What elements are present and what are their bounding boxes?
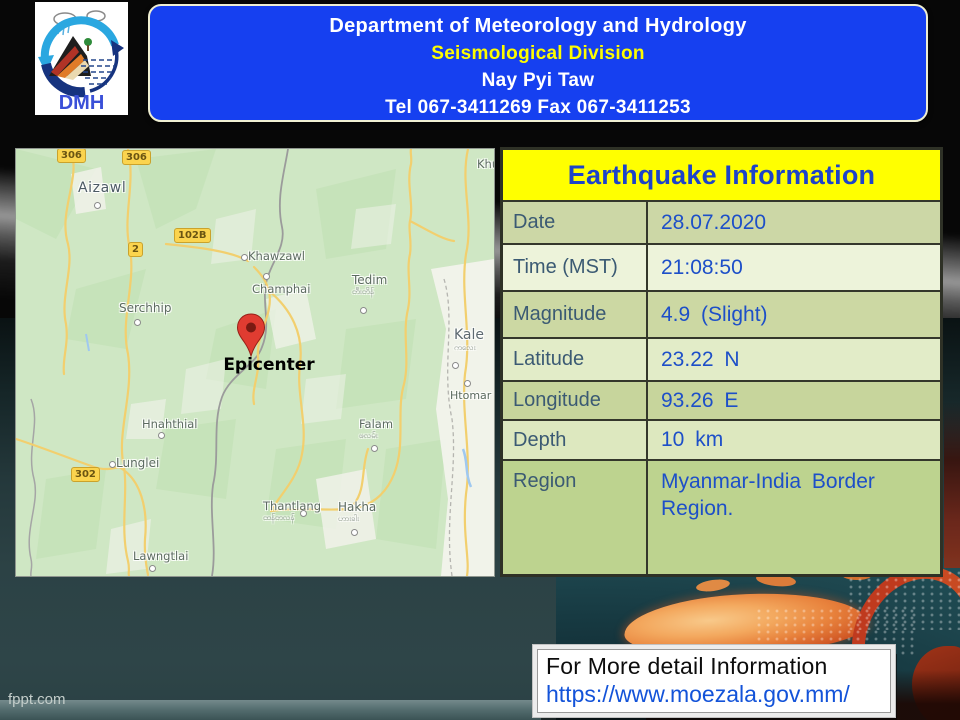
map-label-town: Khawzawl (248, 249, 305, 263)
town-marker-dot (149, 565, 156, 572)
town-marker-dot (371, 445, 378, 452)
map-label-town: Serchhip (119, 301, 172, 315)
town-marker-dot (360, 307, 367, 314)
map-label-town: Champhai (252, 282, 311, 296)
row-label: Magnitude (503, 292, 648, 337)
row-value: 28.07.2020 (661, 210, 767, 234)
earth-cloud-speckles (756, 608, 916, 656)
banner-city-line: Nay Pyi Taw (481, 70, 595, 91)
dmh-logo-text: DMH (59, 92, 105, 114)
row-label: Longitude (503, 382, 648, 419)
row-label: Latitude (503, 339, 648, 380)
map-label-town: Hnahthial (142, 417, 198, 431)
table-title: Earthquake Information (503, 150, 940, 200)
town-marker-dot (300, 510, 307, 517)
town-marker-dot (351, 529, 358, 536)
earthquake-info-table: Earthquake Information Date 28.07.2020 T… (500, 147, 943, 577)
road-badge: 306 (122, 150, 151, 165)
town-marker-dot (94, 202, 101, 209)
more-info-url-link[interactable]: https://www.moezala.gov.mm/ (546, 681, 850, 707)
map-label-town: Falam ဖလမ်း (359, 417, 394, 440)
table-row: Depth 10 km (503, 419, 940, 459)
more-info-text: For More detail Information (546, 653, 828, 679)
row-value: 21:08:50 (661, 255, 743, 279)
map-label-town: Tedim တီးတိန် (352, 273, 388, 296)
fppt-watermark: fppt.com (8, 691, 66, 708)
row-label: Date (503, 202, 648, 243)
map-label-burmese: ကလေး (454, 343, 476, 352)
table-row: Region Myanmar-India Border Region. (503, 459, 940, 574)
row-value: 10 km (661, 428, 724, 451)
map-label-burmese: ဟားခါး (338, 514, 360, 523)
earth-island (695, 577, 731, 594)
road-badge: 102B (174, 228, 211, 243)
earth-cloud-speckles (848, 570, 960, 630)
banner-department-line: Department of Meteorology and Hydrology (329, 15, 747, 37)
epicenter-pin-icon (236, 313, 266, 357)
map-label-town-clipped: Khu (477, 157, 494, 171)
town-marker-dot (158, 432, 165, 439)
map-label-burmese: ဖလမ်း (359, 431, 378, 440)
epicenter-label: Epicenter (223, 355, 315, 375)
map-label-town: Thantlang ထန်တလန် (263, 499, 321, 522)
row-value: Myanmar-India Border Region. (661, 470, 875, 520)
table-row: Time (MST) 21:08:50 (503, 243, 940, 290)
table-row: Magnitude 4.9 (Slight) (503, 290, 940, 337)
town-marker-dot (263, 273, 270, 280)
map-label-town: Aizawl (78, 180, 127, 196)
town-marker-dot (134, 319, 141, 326)
table-row: Latitude 23.22 N (503, 337, 940, 380)
town-marker-dot (464, 380, 471, 387)
row-label: Region (503, 461, 648, 574)
row-value: 4.9 (Slight) (661, 302, 768, 326)
table-row: Longitude 93.26 E (503, 380, 940, 419)
more-info-box: For More detail Information https://www.… (537, 649, 891, 713)
map-label-town: Lawngtlai (133, 549, 189, 563)
row-value: 93.26 E (661, 388, 739, 412)
row-label: Depth (503, 421, 648, 459)
banner-division-line: Seismological Division (431, 43, 645, 64)
row-value: 23.22 N (661, 347, 740, 371)
town-marker-dot (452, 362, 459, 369)
dmh-logo: DMH (35, 2, 128, 115)
map-label-burmese: ထန်တလန် (263, 513, 295, 522)
town-marker-dot (109, 461, 116, 468)
map-terrain (16, 149, 494, 576)
earth-edge-sliver (944, 402, 960, 568)
road-badge: 302 (71, 467, 100, 482)
road-badge: 306 (57, 149, 86, 163)
town-marker-dot (241, 254, 248, 261)
map-label-town: Hakha ဟားခါး (338, 500, 377, 523)
map-label-town: Kale ကလေး (454, 327, 485, 352)
road-badge: 2 (128, 242, 143, 257)
row-label: Time (MST) (503, 245, 648, 290)
map-label-town: Htomar (450, 389, 492, 402)
map-label-town: Lunglei (116, 456, 160, 470)
table-row: Date 28.07.2020 (503, 200, 940, 243)
map-label-burmese: တီးတိန် (352, 287, 374, 296)
banner-contact-line: Tel 067-3411269 Fax 067-3411253 (385, 97, 691, 118)
epicenter-map: Aizawl Khawzawl Champhai Serchhip Tedim တ… (15, 148, 495, 577)
header-banner: Department of Meteorology and Hydrology … (148, 4, 928, 122)
dmh-logo-icon: DMH (38, 10, 124, 114)
